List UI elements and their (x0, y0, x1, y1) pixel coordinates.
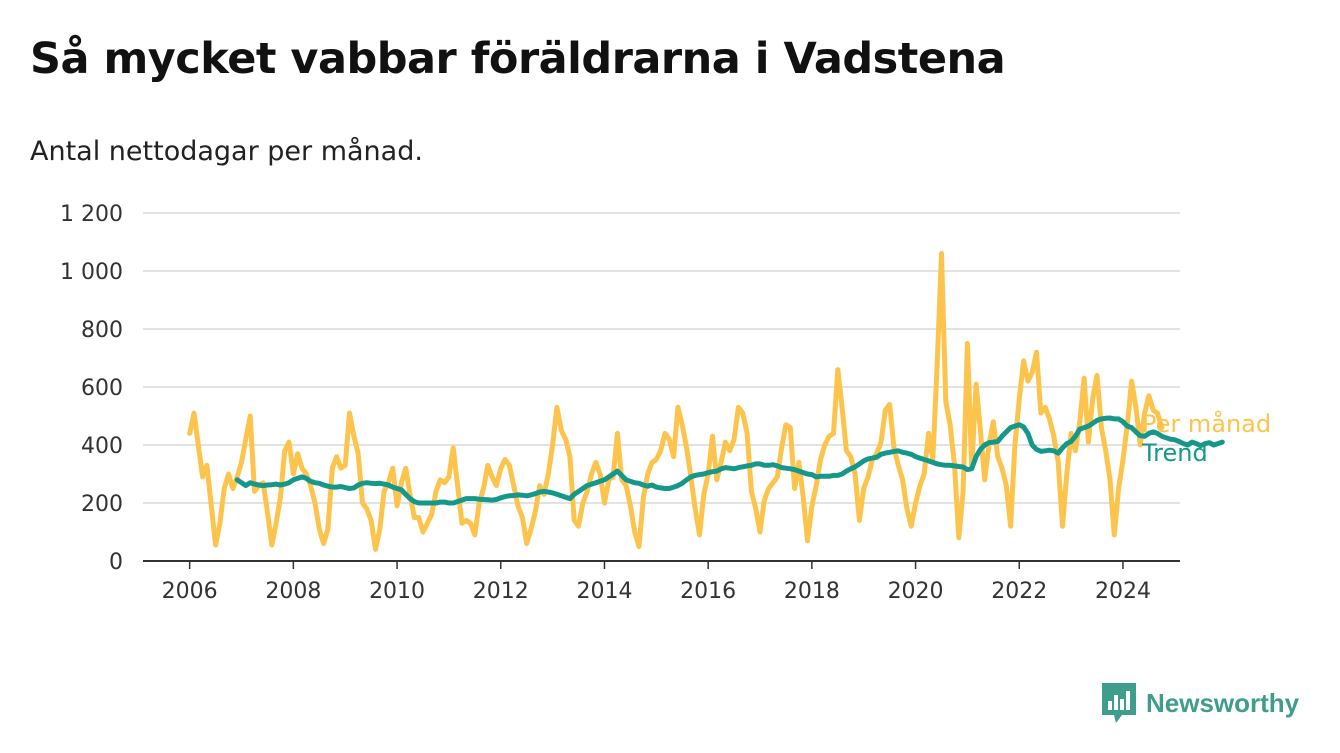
y-tick-label: 0 (109, 550, 123, 575)
x-tick-label: 2010 (369, 579, 425, 604)
series-line-trend (234, 415, 1225, 506)
x-tick-label: 2006 (162, 579, 218, 604)
x-tick-label: 2016 (680, 579, 736, 604)
legend-label-per-manad: Per månad (1142, 409, 1271, 438)
y-tick-label: 1 000 (60, 260, 123, 285)
newsworthy-logo-icon (1102, 683, 1136, 723)
x-tick-label: 2018 (784, 579, 840, 604)
brand-name: Newsworthy (1146, 687, 1300, 718)
axes: 0 200 400 600 800 1 000 1 200 2006 2008 2010 2012 2… (60, 202, 1180, 604)
series-line-per-manad (187, 251, 1165, 552)
series-lines (187, 251, 1225, 552)
y-tick-label: 200 (81, 492, 123, 517)
x-tick-label: 2014 (576, 579, 632, 604)
chart-subtitle: Antal nettodagar per månad. (30, 136, 423, 167)
x-tick-label: 2020 (888, 579, 944, 604)
x-tick-label: 2022 (991, 579, 1047, 604)
y-tick-label: 1 200 (60, 202, 123, 227)
y-tick-label: 800 (81, 318, 123, 343)
legend-label-trend: Trend (1141, 439, 1208, 467)
x-tick-label: 2008 (265, 579, 321, 604)
x-tick-label: 2024 (1095, 579, 1151, 604)
y-tick-label: 600 (81, 376, 123, 401)
x-tick-label: 2012 (473, 579, 529, 604)
brand-logo: Newsworthy (1102, 682, 1299, 724)
y-tick-label: 400 (81, 434, 123, 459)
chart-title: Så mycket vabbar föräldrarna i Vadstena (30, 34, 1006, 84)
